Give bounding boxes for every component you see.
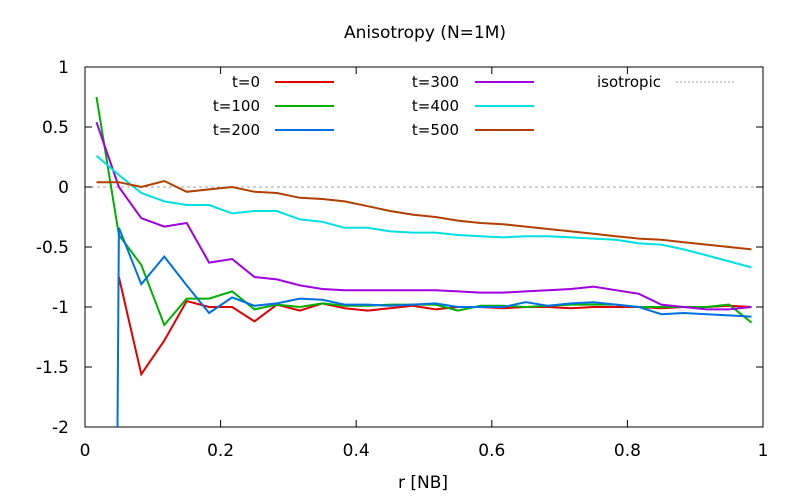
x-tick-label: 0.4 <box>343 441 370 461</box>
series-line-t-300 <box>95 121 752 311</box>
series-layer <box>95 96 753 427</box>
y-tick-label: 1 <box>58 58 69 78</box>
y-tick-label: 0.5 <box>42 118 69 138</box>
series-line-t-0 <box>117 276 752 377</box>
x-tick-label: 1 <box>758 441 769 461</box>
legend-label: t=100 <box>213 97 260 115</box>
legend-label: t=200 <box>213 121 260 139</box>
x-tick-label: 0.8 <box>614 441 641 461</box>
x-tick-label: 0.6 <box>478 441 505 461</box>
legend-label: isotropic <box>597 73 661 91</box>
x-axis-label: r [NB] <box>398 473 448 493</box>
y-tick-label: 0 <box>58 178 69 198</box>
y-tick-label: -1.5 <box>36 358 69 378</box>
y-tick-label: -0.5 <box>36 238 69 258</box>
axes-layer: 1 0.5 0 -0.5 -1 -1.5 -2 0 0.2 0.4 0.6 0.8 1 <box>36 58 769 461</box>
legend-label: t=400 <box>412 97 459 115</box>
legend-label: t=300 <box>412 73 459 91</box>
legend-label: t=500 <box>412 121 459 139</box>
y-tick-label: -2 <box>52 418 69 438</box>
legend-label: t=0 <box>232 73 260 91</box>
series-line-t-400 <box>95 155 752 269</box>
x-tick-label: 0.2 <box>207 441 234 461</box>
series-line-t-200 <box>116 227 752 427</box>
y-tick-label: -1 <box>52 298 69 318</box>
legend: t=0 t=100 t=200 t=300 t=400 t=500 isotropic <box>213 73 735 139</box>
x-tick-label: 0 <box>80 441 91 461</box>
series-line-t-500 <box>96 179 752 251</box>
chart-title: Anisotropy (N=1M) <box>344 23 506 43</box>
